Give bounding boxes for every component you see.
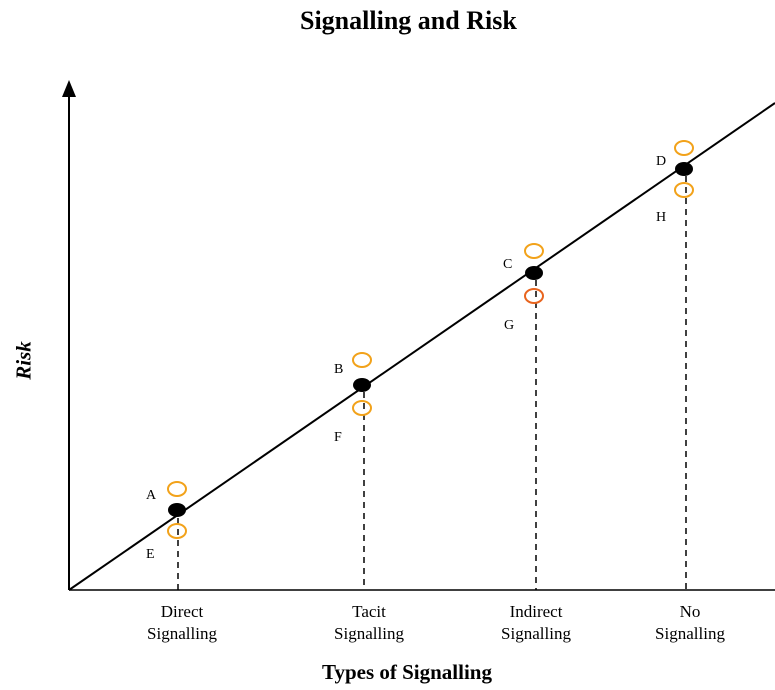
- point-d: [675, 162, 693, 176]
- tick-direct-signalling: Direct Signalling: [122, 601, 242, 645]
- point-c: [525, 266, 543, 280]
- circle-upper-a: [167, 481, 187, 497]
- circle-lower-f: [352, 400, 372, 416]
- label-d: D: [656, 154, 667, 169]
- tick-indirect-signalling: Indirect Signalling: [476, 601, 596, 645]
- tick-line2: Signalling: [655, 624, 725, 643]
- circle-upper-b: [352, 352, 372, 368]
- tick-line2: Signalling: [147, 624, 217, 643]
- point-a: [168, 503, 186, 517]
- tick-no-signalling: No Signalling: [630, 601, 750, 645]
- label-e: E: [146, 547, 155, 562]
- tick-line1: Tacit: [352, 602, 386, 621]
- tick-line1: No: [679, 602, 701, 621]
- label-b: B: [334, 362, 344, 377]
- label-h: H: [656, 210, 667, 225]
- y-axis-title: Risk: [11, 341, 36, 380]
- trend-line: [68, 102, 775, 591]
- tick-line1: Direct: [160, 602, 204, 621]
- circle-upper-d: [674, 140, 694, 156]
- point-b: [353, 378, 371, 392]
- tick-line2: Signalling: [501, 624, 571, 643]
- label-f: F: [334, 430, 342, 445]
- y-axis-arrowhead: [62, 80, 76, 97]
- tick-line1: Indirect: [509, 602, 563, 621]
- circle-upper-c: [524, 243, 544, 259]
- label-g: G: [504, 318, 515, 333]
- x-axis-title: Types of Signalling: [322, 660, 492, 684]
- label-a: A: [146, 488, 157, 503]
- label-c: C: [503, 257, 513, 272]
- tick-line2: Signalling: [334, 624, 404, 643]
- circle-lower-h: [674, 182, 694, 198]
- circle-lower-g: [524, 288, 544, 304]
- diagram-title: Signalling and Risk: [300, 6, 517, 35]
- tick-tacit-signalling: Tacit Signalling: [309, 601, 429, 645]
- circle-lower-e: [167, 523, 187, 539]
